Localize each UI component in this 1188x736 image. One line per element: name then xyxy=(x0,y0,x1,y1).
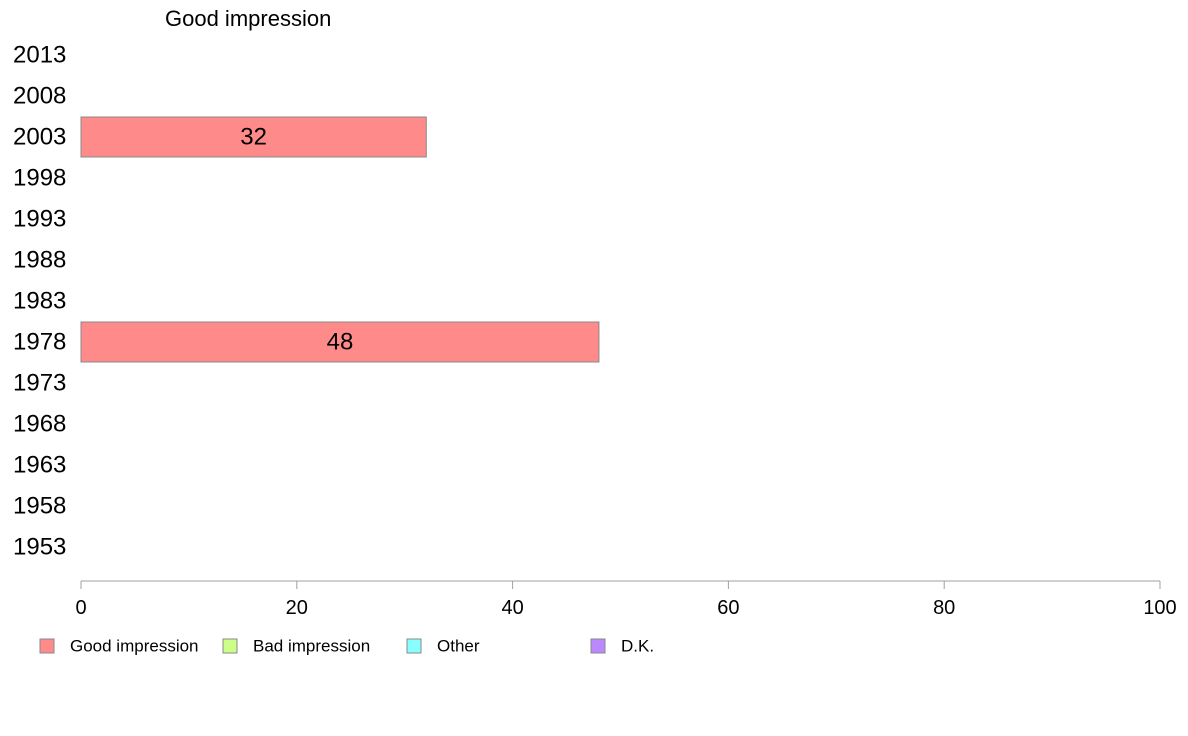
y-tick-label-1983: 1983 xyxy=(13,288,66,315)
legend-label-d-k: D.K. xyxy=(621,637,654,656)
y-tick-label-1978: 1978 xyxy=(13,329,66,356)
y-tick-label-1993: 1993 xyxy=(13,206,66,233)
legend-label-other: Other xyxy=(437,637,480,656)
y-tick-label-1973: 1973 xyxy=(13,370,66,397)
y-tick-label-1963: 1963 xyxy=(13,452,66,479)
bars: 32 48 xyxy=(80,116,600,363)
y-tick-label-1968: 1968 xyxy=(13,411,66,438)
x-tick-label-40: 40 xyxy=(501,597,523,619)
y-tick-label-1958: 1958 xyxy=(13,493,66,520)
legend-label-good-impression: Good impression xyxy=(70,637,199,656)
y-tick-label-2013: 2013 xyxy=(13,42,66,69)
data-label-1978: 48 xyxy=(327,329,354,356)
x-tick-label-0: 0 xyxy=(75,597,86,619)
legend-swatch-good-impression xyxy=(39,638,55,654)
y-tick-label-1988: 1988 xyxy=(13,247,66,274)
y-tick-label-1953: 1953 xyxy=(13,534,66,561)
y-tick-label-2008: 2008 xyxy=(13,83,66,110)
legend-swatch-other xyxy=(406,638,422,654)
bar-1978 xyxy=(80,321,600,363)
y-tick-label-1998: 1998 xyxy=(13,165,66,192)
chart-title: Good impression xyxy=(165,6,331,31)
x-tick-label-20: 20 xyxy=(286,597,308,619)
bar-2003 xyxy=(80,116,427,158)
legend-swatch-bad-impression xyxy=(222,638,238,654)
x-tick-label-60: 60 xyxy=(717,597,739,619)
x-axis: 0 20 40 60 80 100 xyxy=(75,580,1177,619)
y-axis-labels: 2013 2008 2003 1998 1993 1988 1983 1978 1973 1968… xyxy=(13,42,66,561)
x-tick-label-80: 80 xyxy=(933,597,955,619)
data-label-2003: 32 xyxy=(240,124,267,151)
legend-label-bad-impression: Bad impression xyxy=(253,637,370,656)
legend: Good impression Bad impression Other D.K. xyxy=(39,637,654,656)
y-tick-label-2003: 2003 xyxy=(13,124,66,151)
x-tick-label-100: 100 xyxy=(1143,597,1176,619)
legend-swatch-d-k xyxy=(590,638,606,654)
